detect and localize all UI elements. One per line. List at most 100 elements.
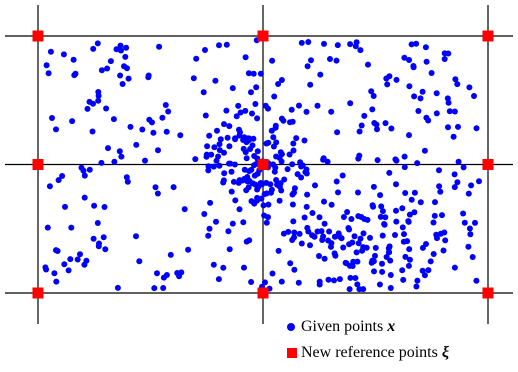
given-point <box>440 247 447 254</box>
given-point <box>261 191 268 198</box>
given-point <box>260 202 267 209</box>
given-point <box>328 108 335 115</box>
given-point <box>287 119 293 126</box>
given-point <box>230 178 237 185</box>
given-point <box>284 166 291 173</box>
given-point <box>145 72 152 79</box>
given-point <box>316 214 323 221</box>
given-point <box>347 41 354 48</box>
given-point <box>236 126 242 133</box>
given-point <box>81 194 88 201</box>
given-point <box>441 229 448 236</box>
given-point <box>236 206 243 213</box>
given-point <box>324 158 331 165</box>
given-point <box>342 259 349 266</box>
given-point <box>289 161 296 168</box>
given-point <box>467 231 474 238</box>
legend: Given points x New reference points ξ <box>287 314 449 366</box>
given-point <box>67 256 74 263</box>
given-point <box>446 108 453 115</box>
given-point <box>151 285 158 292</box>
given-point <box>452 76 459 83</box>
given-point <box>392 232 398 238</box>
given-point <box>356 128 363 135</box>
given-point <box>386 73 393 80</box>
given-point <box>254 115 261 122</box>
given-point <box>291 229 298 236</box>
given-point <box>133 233 139 240</box>
given-point <box>428 70 435 76</box>
given-point <box>354 258 361 265</box>
given-point <box>360 286 367 293</box>
given-point <box>379 268 386 275</box>
given-point <box>90 45 97 52</box>
given-point <box>338 235 345 242</box>
given-point <box>296 102 302 109</box>
given-point <box>427 258 434 265</box>
given-point <box>430 251 437 257</box>
given-point <box>393 181 399 188</box>
given-point <box>406 83 413 90</box>
given-point <box>353 249 360 256</box>
given-point <box>290 218 297 225</box>
given-point <box>231 161 238 168</box>
given-point <box>249 110 255 117</box>
given-point <box>265 201 272 208</box>
given-point <box>253 84 260 91</box>
given-point <box>473 125 480 132</box>
given-point <box>98 159 105 166</box>
given-point <box>296 230 303 237</box>
legend-item-reference-points: New reference points ξ <box>287 340 449 366</box>
given-point <box>289 191 296 198</box>
given-point <box>47 48 54 55</box>
given-point <box>146 116 153 123</box>
given-point <box>461 219 468 226</box>
given-point <box>355 240 362 247</box>
given-point <box>245 70 252 77</box>
given-point <box>336 276 343 283</box>
given-point <box>303 203 310 210</box>
reference-point <box>482 287 494 299</box>
given-point <box>228 168 235 175</box>
given-point <box>223 107 230 114</box>
reference-point <box>257 159 269 170</box>
given-point <box>339 172 346 179</box>
given-point <box>262 102 269 109</box>
given-point <box>136 258 143 265</box>
given-point <box>257 70 264 77</box>
given-point <box>45 70 52 77</box>
given-point <box>402 253 409 260</box>
given-point <box>421 147 428 154</box>
given-point <box>220 264 227 271</box>
given-point <box>317 71 324 78</box>
given-point <box>340 214 347 220</box>
given-point <box>59 173 66 179</box>
given-point <box>96 240 102 247</box>
given-point <box>65 267 72 274</box>
given-point <box>154 270 160 277</box>
given-point <box>425 267 432 274</box>
given-point <box>205 232 212 239</box>
given-point <box>124 65 130 72</box>
given-point <box>304 63 311 70</box>
given-point <box>233 113 240 120</box>
given-point <box>229 85 236 92</box>
given-point <box>270 161 277 168</box>
given-point <box>294 171 301 178</box>
given-point <box>281 176 288 183</box>
given-point <box>118 153 125 160</box>
given-point <box>357 235 364 242</box>
given-point <box>81 172 88 179</box>
given-point <box>226 246 233 253</box>
given-point <box>177 132 184 139</box>
given-point <box>268 127 275 134</box>
given-point <box>333 57 340 64</box>
given-point <box>334 42 341 49</box>
given-point <box>411 209 418 216</box>
given-point <box>370 93 377 99</box>
given-point <box>344 209 351 215</box>
given-point <box>321 220 328 227</box>
given-point <box>123 174 130 181</box>
given-point <box>414 277 421 284</box>
given-point <box>202 112 209 119</box>
